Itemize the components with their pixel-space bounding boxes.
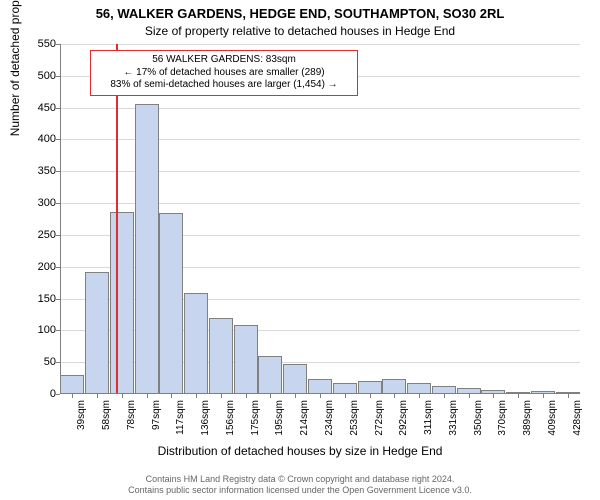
histogram-bar <box>258 356 282 394</box>
ytick-mark <box>56 44 60 45</box>
xtick-label: 214sqm <box>299 400 310 450</box>
ytick-label: 0 <box>6 388 56 400</box>
xtick-mark <box>246 394 247 398</box>
ytick-mark <box>56 139 60 140</box>
annotation-line: 83% of semi-detached houses are larger (… <box>97 79 351 92</box>
xtick-mark <box>270 394 271 398</box>
annotation-box: 56 WALKER GARDENS: 83sqm← 17% of detache… <box>90 50 358 96</box>
histogram-bar <box>135 104 159 394</box>
xtick-label: 78sqm <box>126 400 137 450</box>
ytick-label: 500 <box>6 70 56 82</box>
xtick-mark <box>345 394 346 398</box>
ytick-label: 300 <box>6 197 56 209</box>
annotation-line: 56 WALKER GARDENS: 83sqm <box>97 54 351 67</box>
histogram-bar <box>110 212 134 394</box>
ytick-label: 350 <box>6 165 56 177</box>
ytick-mark <box>56 203 60 204</box>
xtick-label: 195sqm <box>274 400 285 450</box>
ytick-mark <box>56 171 60 172</box>
y-axis-label: Number of detached properties <box>8 0 22 136</box>
footer-line-1: Contains HM Land Registry data © Crown c… <box>0 474 600 485</box>
ytick-mark <box>56 108 60 109</box>
xtick-mark <box>370 394 371 398</box>
ytick-mark <box>56 267 60 268</box>
reference-vline <box>116 44 118 394</box>
xtick-label: 350sqm <box>473 400 484 450</box>
xtick-mark <box>568 394 569 398</box>
ytick-label: 100 <box>6 324 56 336</box>
xtick-label: 175sqm <box>250 400 261 450</box>
histogram-bar <box>60 375 84 394</box>
xtick-mark <box>72 394 73 398</box>
xtick-label: 97sqm <box>151 400 162 450</box>
xtick-label: 311sqm <box>423 400 434 450</box>
histogram-bar <box>209 318 233 394</box>
xtick-mark <box>469 394 470 398</box>
xtick-label: 234sqm <box>324 400 335 450</box>
ytick-mark <box>56 362 60 363</box>
chart-title-main: 56, WALKER GARDENS, HEDGE END, SOUTHAMPT… <box>0 6 600 21</box>
xtick-mark <box>518 394 519 398</box>
xtick-mark <box>147 394 148 398</box>
xtick-label: 253sqm <box>349 400 360 450</box>
footer-line-2: Contains public sector information licen… <box>0 485 600 496</box>
y-axis-line <box>60 44 61 394</box>
histogram-bar <box>308 379 332 394</box>
chart-title-sub: Size of property relative to detached ho… <box>0 24 600 38</box>
ytick-mark <box>56 76 60 77</box>
histogram-bar <box>283 364 307 394</box>
annotation-line: ← 17% of detached houses are smaller (28… <box>97 67 351 80</box>
xtick-mark <box>543 394 544 398</box>
ytick-label: 400 <box>6 133 56 145</box>
footer-attribution: Contains HM Land Registry data © Crown c… <box>0 474 600 496</box>
xtick-mark <box>419 394 420 398</box>
ytick-label: 150 <box>6 293 56 305</box>
ytick-label: 550 <box>6 38 56 50</box>
ytick-mark <box>56 330 60 331</box>
xtick-label: 156sqm <box>225 400 236 450</box>
histogram-bar <box>159 213 183 394</box>
plot-area <box>60 44 580 394</box>
ytick-label: 50 <box>6 356 56 368</box>
xtick-mark <box>221 394 222 398</box>
histogram-bar <box>234 325 258 394</box>
xtick-label: 389sqm <box>522 400 533 450</box>
xtick-label: 428sqm <box>572 400 583 450</box>
gridline <box>60 44 580 45</box>
xtick-mark <box>320 394 321 398</box>
xtick-label: 331sqm <box>448 400 459 450</box>
xtick-label: 117sqm <box>175 400 186 450</box>
xtick-mark <box>444 394 445 398</box>
ytick-mark <box>56 299 60 300</box>
xtick-mark <box>196 394 197 398</box>
histogram-bar <box>358 381 382 394</box>
xtick-mark <box>295 394 296 398</box>
xtick-mark <box>97 394 98 398</box>
xtick-mark <box>394 394 395 398</box>
histogram-chart: 56, WALKER GARDENS, HEDGE END, SOUTHAMPT… <box>0 0 600 500</box>
ytick-mark <box>56 235 60 236</box>
xtick-label: 272sqm <box>374 400 385 450</box>
xtick-mark <box>493 394 494 398</box>
ytick-mark <box>56 394 60 395</box>
xtick-label: 39sqm <box>76 400 87 450</box>
xtick-label: 409sqm <box>547 400 558 450</box>
histogram-bar <box>85 272 109 394</box>
ytick-label: 200 <box>6 261 56 273</box>
histogram-bar <box>382 379 406 394</box>
ytick-label: 250 <box>6 229 56 241</box>
xtick-label: 58sqm <box>101 400 112 450</box>
ytick-label: 450 <box>6 102 56 114</box>
xtick-mark <box>122 394 123 398</box>
histogram-bar <box>184 293 208 394</box>
xtick-label: 370sqm <box>497 400 508 450</box>
xtick-mark <box>171 394 172 398</box>
xtick-label: 292sqm <box>398 400 409 450</box>
xtick-label: 136sqm <box>200 400 211 450</box>
